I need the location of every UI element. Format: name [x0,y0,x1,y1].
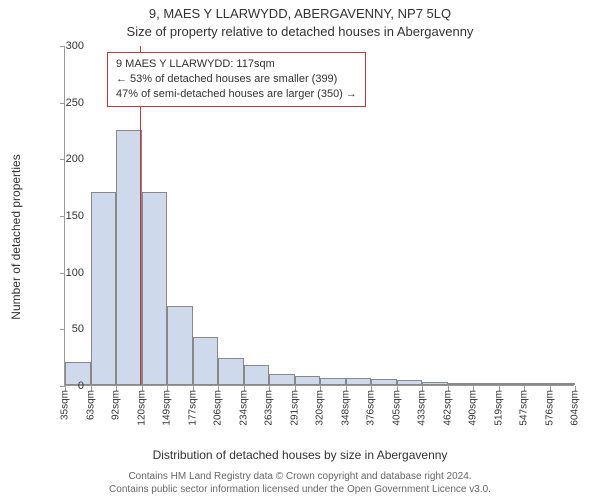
histogram-bar [269,374,295,385]
address-title: 9, MAES Y LLARWYDD, ABERGAVENNY, NP7 5LQ [0,6,600,21]
histogram-bar [397,380,423,385]
y-axis-label: Number of detached properties [9,147,23,327]
annotation-line: 47% of semi-detached houses are larger (… [116,87,357,102]
footnote-line-2: Contains public sector information licen… [109,484,491,495]
x-tick-label: 35sqm [60,390,71,420]
histogram-bar [142,192,168,385]
x-tick-label: 547sqm [519,390,530,426]
x-tick-label: 462sqm [442,390,453,426]
histogram-bar [295,376,321,385]
y-tick-label: 250 [44,97,84,109]
histogram-bar [473,383,499,385]
x-tick-label: 234sqm [238,390,249,426]
footnote-line-1: Contains HM Land Registry data © Crown c… [128,471,471,482]
x-tick-label: 490sqm [468,390,479,426]
histogram-bar [371,379,397,385]
y-tick-label: 200 [44,153,84,165]
x-tick-label: 92sqm [111,390,122,420]
x-tick-label: 320sqm [315,390,326,426]
x-tick-label: 263sqm [264,390,275,426]
x-tick-label: 376sqm [366,390,377,426]
histogram-bar [116,130,142,385]
histogram-bar [422,382,448,385]
histogram-bar [346,378,372,385]
x-tick-label: 206sqm [213,390,224,426]
annotation-line: ← 53% of detached houses are smaller (39… [116,72,357,87]
annotation-box: 9 MAES Y LLARWYDD: 117sqm← 53% of detach… [107,52,366,107]
histogram-bar [448,383,474,385]
annotation-line: 9 MAES Y LLARWYDD: 117sqm [116,57,357,72]
histogram-bar [499,383,525,385]
histogram-bar [320,378,346,385]
x-tick-label: 348sqm [340,390,351,426]
x-tick-label: 576sqm [544,390,555,426]
histogram-bar [550,383,576,385]
histogram-bar [218,358,244,385]
x-tick-label: 291sqm [289,390,300,426]
histogram-bar [91,192,117,385]
x-tick-label: 63sqm [85,390,96,420]
y-tick-label: 300 [44,40,84,52]
x-tick-label: 519sqm [493,390,504,426]
x-axis-label: Distribution of detached houses by size … [0,448,600,462]
y-tick-label: 0 [44,380,84,392]
histogram-bar [167,306,193,385]
footnote: Contains HM Land Registry data © Crown c… [0,470,600,496]
x-tick-label: 604sqm [570,390,581,426]
x-tick-label: 120sqm [136,390,147,426]
histogram-bar [524,383,550,385]
chart-container: 9, MAES Y LLARWYDD, ABERGAVENNY, NP7 5LQ… [0,0,600,500]
x-tick-label: 177sqm [187,390,198,426]
histogram-bar [244,365,270,385]
y-tick-label: 150 [44,210,84,222]
y-tick-label: 100 [44,267,84,279]
chart-title: Size of property relative to detached ho… [0,24,600,39]
plot-area: 9 MAES Y LLARWYDD: 117sqm← 53% of detach… [64,46,574,386]
x-tick-label: 405sqm [391,390,402,426]
x-tick-label: 433sqm [417,390,428,426]
x-tick-label: 149sqm [162,390,173,426]
y-tick-label: 50 [44,323,84,335]
histogram-bar [193,337,219,385]
